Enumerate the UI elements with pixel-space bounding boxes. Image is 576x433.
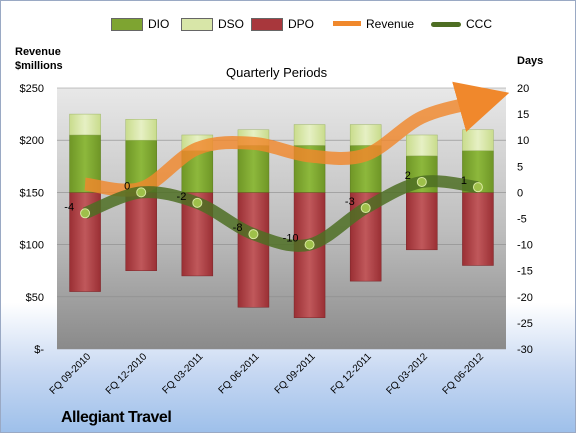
ccc-point bbox=[304, 239, 315, 250]
ccc-line bbox=[82, 175, 479, 252]
ccc-point bbox=[360, 203, 371, 214]
ccc-data-label: -3 bbox=[345, 196, 355, 208]
y-left-tick-label: $100 bbox=[20, 240, 44, 252]
legend-label: DSO bbox=[218, 17, 245, 31]
ccc-point bbox=[80, 208, 91, 219]
y-left-tick-label: $50 bbox=[26, 292, 44, 304]
bar-dso bbox=[125, 119, 157, 141]
y-axis-right-title: Days bbox=[517, 55, 544, 67]
ccc-data-label: 0 bbox=[124, 180, 130, 192]
bar-dso bbox=[293, 124, 326, 146]
legend-swatch bbox=[333, 20, 361, 32]
bar-dio bbox=[237, 145, 270, 193]
legend-swatch bbox=[251, 17, 283, 31]
bar-dpo bbox=[406, 192, 438, 251]
y-right-tick-label: -15 bbox=[517, 266, 533, 278]
y-right-tick-label: 10 bbox=[517, 135, 529, 147]
x-tick-label: FQ 12-2011 bbox=[329, 351, 374, 396]
ccc-point bbox=[192, 197, 203, 208]
bar-dpo bbox=[125, 192, 157, 271]
y-right-tick-label: -5 bbox=[517, 214, 527, 226]
legend-item-revenue: Revenue bbox=[333, 15, 414, 33]
bar-dso bbox=[349, 124, 382, 146]
legend-swatch bbox=[431, 21, 461, 27]
legend-label: Revenue bbox=[366, 17, 415, 31]
ccc-point bbox=[136, 187, 147, 198]
ccc-data-label: -2 bbox=[177, 191, 187, 203]
ccc-point bbox=[472, 182, 483, 193]
ccc-data-label: 1 bbox=[461, 175, 467, 187]
legend-label: CCC bbox=[466, 17, 492, 31]
ccc-point bbox=[416, 176, 427, 187]
y-left-tick-label: $150 bbox=[20, 187, 44, 199]
x-tick-label: FQ 03-2012 bbox=[384, 351, 430, 397]
y-axis-left-title: Revenue $millions bbox=[15, 46, 63, 72]
legend-item-dio: DIO bbox=[111, 15, 169, 33]
ccc-data-label: -8 bbox=[233, 222, 243, 234]
y-right-tick-label: 20 bbox=[517, 83, 529, 95]
y-left-tick-label: $- bbox=[34, 344, 44, 356]
y-right-tick-label: -30 bbox=[517, 344, 533, 356]
y-right-tick-label: -20 bbox=[517, 292, 533, 304]
x-tick-label: FQ 09-2011 bbox=[273, 351, 318, 396]
chart-legend: DIO DSO DPO Revenue CCC bbox=[111, 15, 492, 33]
bar-dso bbox=[69, 113, 101, 136]
chart-subtitle: Quarterly Periods bbox=[226, 65, 328, 80]
legend-label: DIO bbox=[148, 17, 170, 31]
y-left-tick-label: $200 bbox=[20, 135, 44, 147]
legend-swatch bbox=[111, 17, 143, 31]
ccc-point bbox=[248, 229, 259, 240]
x-tick-label: FQ 03-2011 bbox=[160, 351, 205, 396]
bar-dpo bbox=[293, 192, 326, 318]
legend-item-dpo: DPO bbox=[251, 15, 314, 33]
y-right-tick-label: 5 bbox=[517, 161, 523, 173]
bar-dso bbox=[462, 129, 494, 151]
y-right-tick-label: 0 bbox=[517, 187, 523, 199]
plot-area bbox=[57, 88, 506, 349]
ccc-data-label: -10 bbox=[283, 233, 299, 245]
x-tick-label: FQ 09-2010 bbox=[48, 351, 94, 397]
y-right-tick-label: -25 bbox=[517, 318, 533, 330]
x-tick-label: FQ 06-2012 bbox=[441, 351, 487, 397]
y-right-tick-label: -10 bbox=[517, 240, 533, 252]
y-left-tick-label: $250 bbox=[20, 83, 44, 95]
bar-dpo bbox=[237, 192, 270, 308]
legend-label: DPO bbox=[288, 17, 315, 31]
legend-item-dso: DSO bbox=[181, 15, 244, 33]
revenue-line bbox=[84, 81, 510, 197]
x-tick-label: FQ 12-2010 bbox=[104, 351, 150, 397]
ccc-data-label: -4 bbox=[64, 201, 74, 213]
bar-dso bbox=[406, 134, 438, 157]
chart-title: Allegiant Travel bbox=[61, 409, 172, 426]
legend-item-ccc: CCC bbox=[431, 15, 492, 33]
legend-swatch bbox=[181, 17, 213, 31]
bar-dpo bbox=[462, 192, 494, 266]
x-tick-label: FQ 06-2011 bbox=[217, 351, 262, 396]
y-right-tick-label: 15 bbox=[517, 109, 529, 121]
ccc-data-label: 2 bbox=[405, 170, 411, 182]
